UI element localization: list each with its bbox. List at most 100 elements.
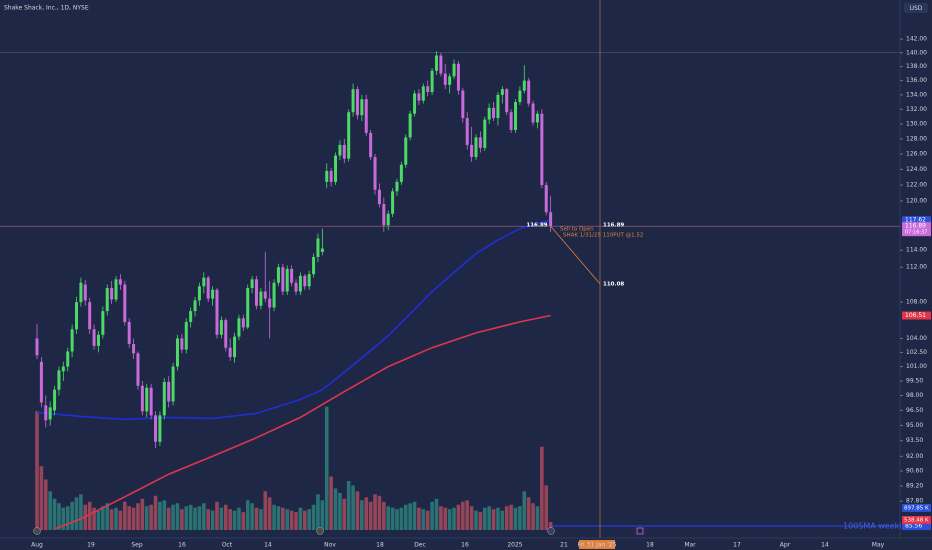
candle-body	[250, 279, 254, 289]
candle-body	[509, 112, 513, 130]
volume-bar	[232, 510, 237, 530]
candle-body	[202, 277, 206, 287]
candle-body	[500, 89, 504, 95]
volume-bar	[87, 501, 92, 530]
candle-body	[158, 415, 162, 442]
volume-bar	[526, 497, 531, 530]
event-marker	[547, 527, 555, 535]
candle-body	[470, 144, 474, 158]
volume-bar	[237, 507, 241, 530]
candle-body	[241, 318, 245, 328]
y-tick-label: 89.20	[906, 482, 923, 489]
entry-label: 116.89	[526, 223, 547, 229]
candle-body	[246, 288, 250, 328]
y-tick-label: 132.00	[906, 106, 927, 113]
volume-bar	[127, 506, 131, 530]
volume-bar	[149, 504, 153, 530]
candle-body	[487, 107, 491, 120]
candle-body	[540, 113, 544, 186]
candle-body	[53, 389, 57, 411]
candle-body	[395, 181, 399, 192]
volume-bar	[500, 510, 505, 530]
volume-bar	[92, 507, 96, 530]
volume-label-box	[902, 516, 931, 524]
candle-body	[105, 288, 109, 312]
volume-bar	[241, 512, 246, 530]
y-tick-label: 128.00	[906, 135, 927, 142]
volume-bar	[395, 509, 399, 530]
volume-bar	[131, 507, 136, 530]
candle-body	[268, 298, 272, 308]
volume-bar	[382, 501, 386, 530]
price-label-box	[902, 522, 931, 531]
candle-body	[154, 415, 158, 442]
volume-bar	[272, 504, 276, 530]
x-tick-label: Fri 31 Jan '25	[577, 542, 616, 549]
volume-bar	[39, 466, 44, 530]
volume-bar	[329, 476, 333, 530]
volume-bar	[439, 506, 443, 530]
candle-body	[136, 353, 140, 386]
y-tick-label: 124.00	[906, 166, 927, 173]
candle-body	[132, 344, 136, 354]
candle-body	[373, 157, 377, 190]
volume-bar	[434, 498, 439, 530]
x-tick-label: Dec	[414, 542, 426, 549]
candle-body	[347, 112, 351, 159]
candle-body	[197, 286, 201, 301]
x-tick-label: Apr	[780, 542, 791, 549]
moving-average	[54, 314, 551, 530]
volume-bar	[52, 498, 57, 530]
candle-body	[351, 89, 355, 113]
volume-bar	[197, 506, 202, 530]
volume-bar	[417, 507, 421, 530]
volume-bar	[316, 494, 320, 530]
candle-body	[110, 288, 114, 300]
candle-body	[96, 334, 100, 346]
chart-title: Shake Shack, Inc., 1D, NYSE	[4, 5, 89, 12]
volume-bar	[188, 504, 193, 530]
y-tick-label: 138.00	[906, 63, 927, 70]
volume-bar	[57, 503, 61, 530]
price-label-box	[902, 216, 931, 225]
candle-body	[263, 291, 267, 299]
candle-body	[162, 381, 166, 416]
candle-body	[478, 137, 482, 148]
volume-bar	[408, 503, 412, 530]
volume-bar	[166, 507, 171, 530]
candle-body	[549, 212, 553, 227]
candle-body	[101, 311, 105, 335]
volume-bar	[254, 507, 259, 530]
y-tick-label: 130.00	[906, 120, 927, 127]
candle-body	[452, 63, 456, 77]
volume-bar	[105, 503, 110, 530]
volume-bar	[491, 509, 496, 530]
candle-body	[298, 275, 302, 292]
y-tick-label: 140.00	[906, 49, 927, 56]
candle-body	[316, 238, 320, 257]
x-tick-label: May	[872, 542, 885, 549]
candle-body	[307, 274, 311, 287]
volume-bar	[171, 504, 175, 530]
candle-body	[79, 282, 83, 303]
candle-body	[439, 55, 443, 74]
candle-body	[145, 387, 149, 412]
candle-body	[426, 86, 430, 92]
candle-body	[233, 336, 237, 358]
volume-bar	[421, 509, 426, 530]
volume-bar	[377, 495, 382, 530]
candle-body	[448, 76, 452, 85]
x-tick-label: 19	[87, 542, 95, 549]
price-label-box	[902, 222, 931, 237]
volume-bar	[101, 506, 105, 530]
volume-bar	[74, 497, 79, 530]
event-marker	[33, 527, 41, 535]
candle-body	[334, 155, 338, 182]
candle-body	[189, 311, 193, 322]
volume-bar	[469, 506, 474, 530]
currency-box[interactable]	[904, 3, 928, 13]
volume-bar	[518, 506, 522, 530]
volume-bar	[144, 506, 149, 530]
volume-bar	[447, 509, 452, 530]
